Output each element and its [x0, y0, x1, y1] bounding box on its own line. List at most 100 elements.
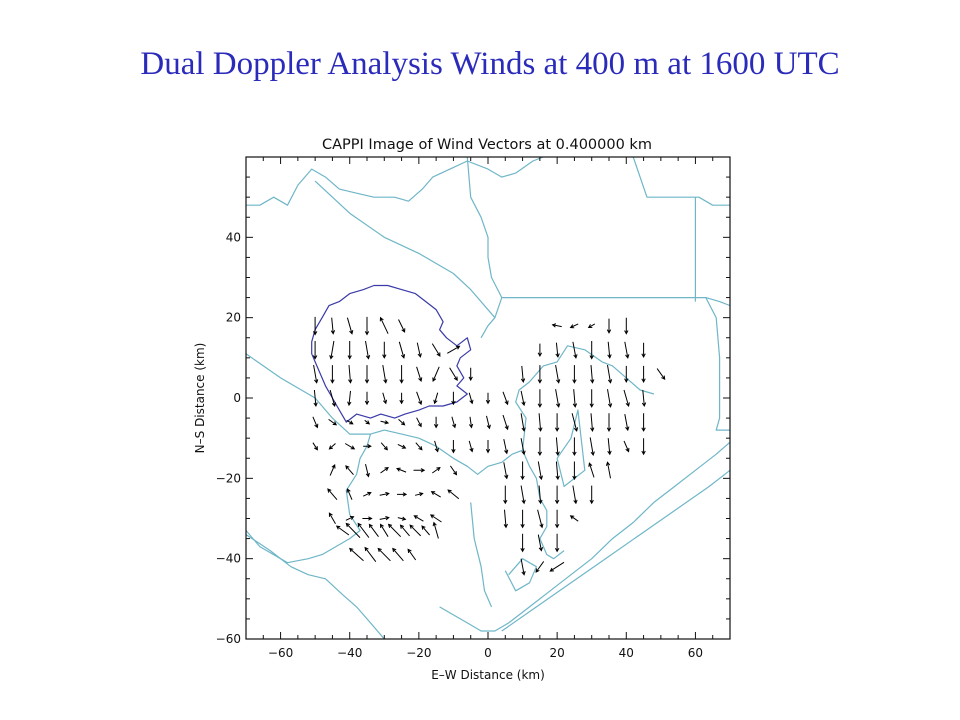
wind-vector-1: [330, 317, 336, 335]
boundary-line-15: [556, 409, 586, 487]
wind-vector-138: [555, 437, 560, 457]
boundary-line-1: [522, 449, 565, 560]
wind-vector-21: [416, 366, 423, 382]
boundary-line-9: [705, 297, 730, 431]
x-axis-label: E–W Distance (km): [431, 668, 545, 682]
wind-vector-118: [624, 365, 629, 383]
wind-vector-7: [329, 340, 335, 360]
wind-vector-73: [379, 491, 390, 497]
wind-vector-39: [328, 418, 338, 426]
wind-vector-121: [537, 389, 543, 408]
wind-vector-38: [312, 416, 319, 429]
wind-vector-56: [415, 442, 423, 451]
wind-vector-37: [520, 390, 526, 407]
wind-vector-152: [520, 485, 526, 505]
wind-vector-75: [414, 492, 424, 497]
wind-vector-60: [485, 440, 491, 454]
wind-vector-51: [328, 443, 336, 450]
wind-vector-87: [357, 522, 370, 538]
wind-vector-23: [449, 367, 458, 381]
wind-vector-34: [468, 392, 474, 405]
wind-vector-48: [486, 415, 491, 430]
wind-vector-67: [413, 468, 426, 473]
wind-vector-47: [468, 416, 474, 429]
wind-vector-147: [555, 461, 560, 481]
wind-vector-28: [364, 391, 370, 406]
wind-vector-113: [537, 365, 543, 384]
wind-vector-69: [449, 465, 458, 476]
x-tick-labels: −60 −40 −20 0 20 40 60: [268, 646, 703, 660]
wind-vector-93: [421, 525, 430, 536]
wind-vector-27: [347, 390, 352, 407]
wind-vector-40: [346, 419, 354, 425]
coastline-and-county-boundaries: [246, 157, 730, 639]
wind-vector-20: [399, 365, 404, 384]
wind-vector-59: [468, 440, 474, 453]
wind-vector-143: [641, 438, 646, 456]
wind-vector-98: [392, 547, 404, 562]
wind-vector-151: [503, 485, 508, 505]
wind-vector-111: [641, 342, 646, 358]
wind-vector-72: [362, 491, 372, 497]
wind-vector-22: [432, 366, 440, 382]
wind-vector-122: [555, 389, 561, 408]
echo-outline: [311, 284, 472, 423]
wind-vector-167: [549, 561, 565, 572]
wind-vector-133: [606, 413, 612, 432]
wind-vector-129: [538, 413, 543, 432]
wind-vector-6: [312, 341, 318, 360]
wind-vector-77: [447, 489, 460, 500]
wind-vector-95: [349, 547, 364, 562]
wind-vector-159: [537, 509, 544, 529]
wind-vector-123: [572, 389, 578, 408]
wind-vector-162: [520, 533, 525, 553]
wind-vector-4: [379, 316, 389, 334]
wind-vector-8: [347, 341, 352, 360]
wind-vector-117: [607, 365, 613, 384]
wind-vector-10: [382, 341, 387, 359]
wind-vector-64: [365, 463, 370, 478]
wind-vector-150: [605, 461, 611, 479]
wind-vector-18: [364, 365, 370, 384]
wind-vector-139: [572, 437, 577, 457]
boundary-line-5: [314, 180, 496, 319]
wind-vector-91: [399, 524, 410, 537]
wind-vector-42: [380, 420, 390, 425]
wind-vector-134: [624, 414, 630, 432]
wind-vector-158: [520, 509, 525, 529]
wind-vector-106: [555, 342, 560, 358]
boundary-line-11: [439, 441, 730, 632]
wind-vector-97: [377, 547, 391, 562]
wind-vectors: [312, 316, 666, 576]
wind-vector-57: [434, 440, 439, 453]
wind-vector-85: [335, 525, 350, 536]
wind-vector-17: [348, 365, 353, 384]
wind-vector-66: [396, 467, 407, 473]
wind-vector-135: [641, 413, 646, 432]
wind-vector-161: [569, 515, 579, 522]
wind-vector-86: [345, 522, 361, 538]
wind-vector-46: [451, 416, 457, 429]
boundary-line-8: [632, 157, 730, 206]
wind-vector-148: [572, 461, 577, 481]
slide-title: Dual Doppler Analysis Winds at 400 m at …: [140, 46, 840, 82]
boundary-line-13: [470, 502, 493, 608]
wind-vector-11: [398, 341, 406, 359]
wind-vector-156: [589, 485, 594, 505]
wind-vector-109: [607, 341, 612, 359]
wind-vector-144: [503, 462, 509, 480]
wind-vector-13: [431, 343, 441, 357]
wind-vector-76: [430, 491, 441, 498]
wind-vector-49: [502, 414, 509, 431]
wind-vector-71: [346, 488, 353, 500]
wind-vector-107: [572, 341, 578, 359]
wind-vector-157: [503, 509, 508, 529]
wind-vector-25: [313, 389, 318, 408]
wind-vector-78: [328, 512, 336, 525]
wind-vector-101: [569, 323, 579, 329]
wind-vector-83: [413, 515, 424, 522]
wind-vector-105: [537, 343, 543, 358]
wind-vector-88: [368, 523, 379, 537]
wind-vector-30: [399, 392, 404, 405]
wind-vector-61: [503, 438, 509, 455]
